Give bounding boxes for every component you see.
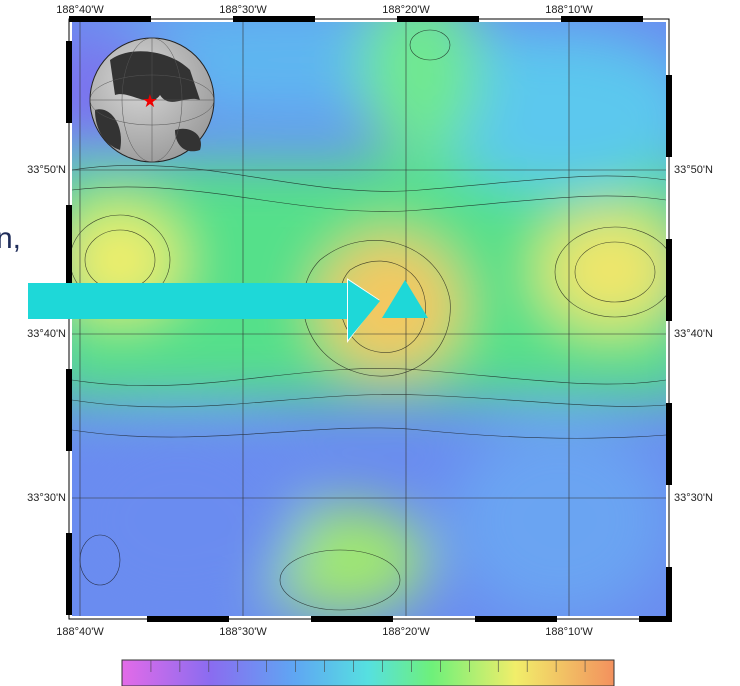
lat-label-right: 33°40'N bbox=[674, 328, 713, 340]
lon-label-bottom: 188°30'W bbox=[219, 626, 267, 638]
lat-label-right: 33°50'N bbox=[674, 164, 713, 176]
lat-label-right: 33°30'N bbox=[674, 492, 713, 504]
svg-text:★: ★ bbox=[142, 91, 158, 111]
lat-label-left: 33°50'N bbox=[27, 164, 66, 176]
lon-label-top: 188°10'W bbox=[545, 4, 593, 16]
lat-label-left: 33°40'N bbox=[27, 328, 66, 340]
inset-globe: ★ bbox=[90, 38, 214, 162]
lon-label-top: 188°40'W bbox=[56, 4, 104, 16]
lat-label-left: 33°30'N bbox=[27, 492, 66, 504]
lon-label-bottom: 188°40'W bbox=[56, 626, 104, 638]
lon-label-top: 188°20'W bbox=[382, 4, 430, 16]
lon-label-bottom: 188°10'W bbox=[545, 626, 593, 638]
colorbar bbox=[122, 660, 614, 686]
side-text: n, bbox=[0, 222, 21, 255]
lon-label-bottom: 188°20'W bbox=[382, 626, 430, 638]
map-figure: n, bbox=[0, 0, 740, 686]
lon-label-top: 188°30'W bbox=[219, 4, 267, 16]
